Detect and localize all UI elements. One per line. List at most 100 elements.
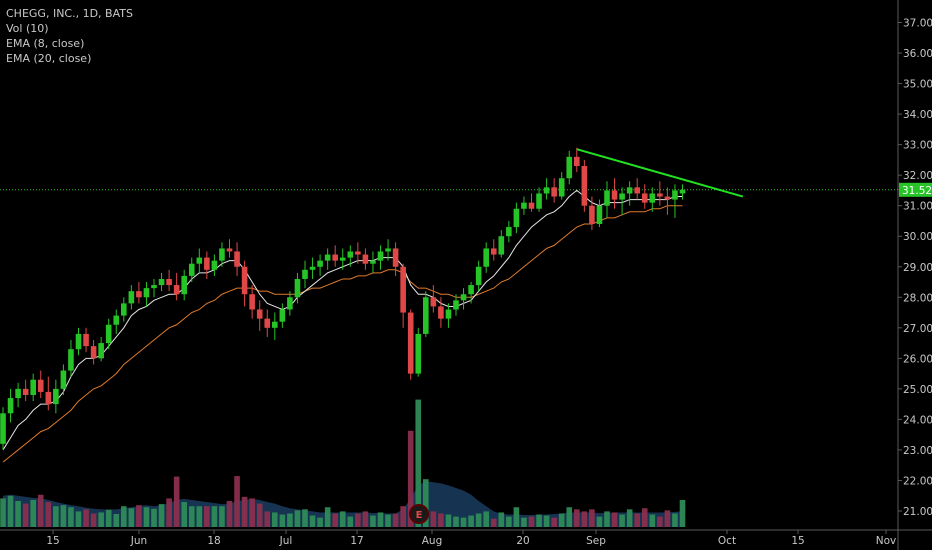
candle-body[interactable]: [407, 312, 414, 374]
candle-body[interactable]: [211, 260, 218, 270]
candle-body[interactable]: [219, 248, 225, 261]
candle-body[interactable]: [309, 266, 316, 270]
candle-body[interactable]: [181, 275, 187, 295]
legend-volume[interactable]: Vol (10): [6, 22, 49, 35]
candle-body[interactable]: [302, 269, 308, 279]
candle-body[interactable]: [264, 318, 271, 328]
legend-ema8[interactable]: EMA (8, close): [6, 37, 85, 50]
candle-body[interactable]: [468, 285, 474, 295]
candle-body[interactable]: [558, 178, 565, 197]
candle-body[interactable]: [370, 260, 376, 264]
candle-body[interactable]: [581, 165, 588, 206]
candle-body[interactable]: [249, 294, 255, 310]
candle-body[interactable]: [657, 193, 663, 197]
candle-body[interactable]: [128, 291, 135, 304]
candle-body[interactable]: [158, 278, 165, 286]
candle-body[interactable]: [483, 248, 489, 267]
candle-body[interactable]: [664, 196, 671, 200]
candle-body[interactable]: [453, 300, 459, 310]
candle-body[interactable]: [445, 309, 452, 319]
candle-body[interactable]: [604, 190, 610, 206]
candle-body[interactable]: [475, 266, 482, 286]
candle-body[interactable]: [151, 285, 157, 289]
legend-symbol[interactable]: CHEGG, INC., 1D, BATS: [6, 7, 133, 20]
earnings-marker[interactable]: [409, 504, 429, 524]
candle-body[interactable]: [121, 303, 127, 316]
candle-body[interactable]: [438, 306, 444, 319]
candle-body[interactable]: [506, 227, 512, 237]
candle-body[interactable]: [83, 333, 89, 347]
candle-body[interactable]: [166, 278, 172, 286]
candle-body[interactable]: [362, 254, 369, 264]
candle-body[interactable]: [0, 413, 6, 444]
legend-ema20[interactable]: EMA (20, close): [6, 52, 92, 65]
candle-body[interactable]: [596, 205, 603, 225]
candle-body[interactable]: [641, 193, 648, 203]
candle-body[interactable]: [521, 202, 527, 209]
candle-body[interactable]: [136, 291, 142, 298]
candle-body[interactable]: [317, 260, 323, 267]
candle-body[interactable]: [294, 278, 301, 298]
candle-body[interactable]: [385, 248, 391, 252]
candle-body[interactable]: [672, 190, 678, 200]
candle-body[interactable]: [37, 379, 44, 392]
candle-body[interactable]: [649, 193, 656, 203]
candle-body[interactable]: [279, 309, 286, 322]
volume-bar: [317, 517, 323, 527]
candle-body[interactable]: [75, 333, 82, 350]
candle-body[interactable]: [272, 321, 278, 328]
candle-body[interactable]: [619, 193, 625, 200]
candle-body[interactable]: [498, 236, 505, 255]
candle-body[interactable]: [173, 285, 180, 295]
candle-body[interactable]: [574, 156, 580, 166]
candle-body[interactable]: [355, 251, 361, 255]
candle-body[interactable]: [513, 208, 520, 228]
candle-body[interactable]: [490, 248, 497, 255]
candle-body[interactable]: [143, 288, 150, 298]
candle-body[interactable]: [7, 398, 14, 414]
candle-body[interactable]: [60, 370, 67, 389]
candle-body[interactable]: [543, 187, 550, 194]
candle-body[interactable]: [68, 349, 74, 371]
candle-body[interactable]: [98, 343, 104, 359]
candle-body[interactable]: [679, 189, 686, 194]
candle-body[interactable]: [400, 266, 406, 313]
candle-body[interactable]: [626, 187, 633, 194]
candle-body[interactable]: [234, 251, 240, 267]
volume-bar: [574, 509, 580, 527]
candle-body[interactable]: [90, 346, 97, 359]
candle-body[interactable]: [196, 257, 203, 264]
candle-body[interactable]: [566, 156, 573, 179]
candle-body[interactable]: [45, 391, 52, 405]
candle-body[interactable]: [105, 324, 112, 344]
candle-body[interactable]: [53, 388, 59, 405]
candle-body[interactable]: [392, 248, 399, 267]
candle-body[interactable]: [22, 388, 29, 395]
candle-body[interactable]: [188, 263, 195, 276]
candle-body[interactable]: [430, 297, 437, 307]
candle-body[interactable]: [551, 187, 557, 197]
candle-body[interactable]: [204, 257, 210, 270]
candle-body[interactable]: [332, 254, 338, 261]
candle-body[interactable]: [589, 205, 595, 225]
candle-body[interactable]: [536, 193, 542, 209]
candle-body[interactable]: [423, 297, 429, 334]
candle-body[interactable]: [15, 388, 21, 399]
trendline[interactable]: [576, 148, 744, 198]
candle-body[interactable]: [324, 254, 331, 261]
candle-body[interactable]: [339, 257, 346, 261]
candle-body[interactable]: [226, 248, 233, 252]
candle-body[interactable]: [113, 315, 120, 325]
candle-body[interactable]: [256, 309, 263, 319]
candle-body[interactable]: [347, 251, 354, 258]
candle-body[interactable]: [611, 190, 618, 200]
candle-body[interactable]: [528, 202, 535, 209]
candle-body[interactable]: [634, 187, 640, 194]
candle-body[interactable]: [30, 379, 36, 395]
candle-body[interactable]: [460, 294, 467, 301]
candle-body[interactable]: [287, 297, 293, 310]
candle-body[interactable]: [377, 251, 384, 261]
candle-body[interactable]: [241, 266, 248, 295]
candle-body[interactable]: [415, 333, 422, 374]
